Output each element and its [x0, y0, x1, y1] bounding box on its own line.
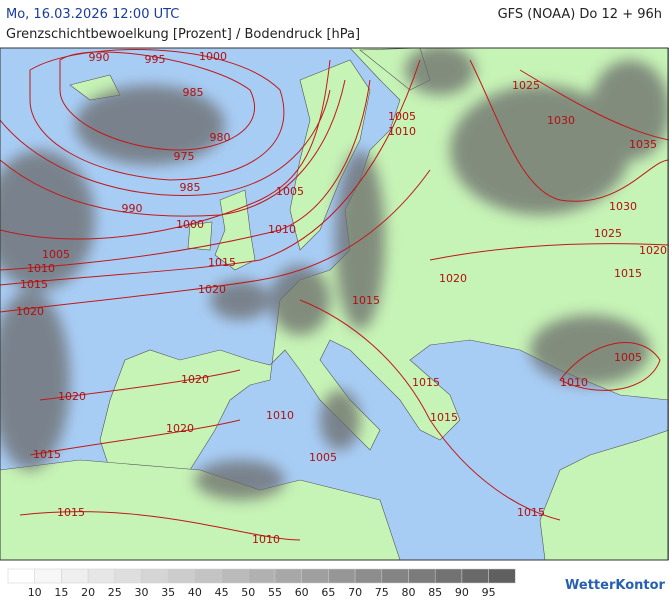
isobar-label: 1015 [57, 506, 85, 519]
legend-label: 70 [348, 586, 362, 599]
legend-label: 85 [428, 586, 442, 599]
legend-swatch [328, 568, 356, 584]
isobar-label: 1015 [208, 256, 236, 269]
legend-swatch [488, 568, 516, 584]
legend-label: 90 [455, 586, 469, 599]
isobar-label: 1035 [629, 138, 657, 151]
legend-label: 60 [295, 586, 309, 599]
legend-label: 65 [321, 586, 335, 599]
legend-swatch [461, 568, 489, 584]
isobar-label: 1015 [430, 411, 458, 424]
isobar-label: 1005 [309, 451, 337, 464]
isobar-label: 1020 [16, 305, 44, 318]
isobar-label: 1020 [639, 244, 667, 257]
isobar-label: 1005 [42, 248, 70, 261]
isobar-label: 990 [89, 51, 110, 64]
isobar-label: 1025 [512, 79, 540, 92]
isobar-label: 975 [174, 150, 195, 163]
isobar-label: 985 [180, 181, 201, 194]
model-run: GFS (NOAA) Do 12 + 96h [498, 7, 662, 22]
map-title: Grenzschichtbewoelkung [Prozent] / Boden… [6, 27, 360, 42]
brand-logo: WetterKontor [565, 578, 666, 593]
isobar-label: 985 [183, 86, 204, 99]
legend-label: 10 [28, 586, 42, 599]
legend-swatch [87, 568, 116, 584]
legend-swatch [114, 568, 142, 584]
isobar-label: 990 [122, 202, 143, 215]
legend-label: 25 [108, 586, 122, 599]
legend: 10 15 20 25 30 35 40 45 50 55 60 65 70 75 80 85 90 95 [7, 568, 516, 599]
isobar-label: 1000 [199, 50, 227, 63]
legend-swatch [408, 568, 436, 584]
isobar-label: 1020 [166, 422, 194, 435]
legend-swatch [248, 568, 276, 584]
isobar-label: 980 [210, 131, 231, 144]
legend-swatch [354, 568, 383, 584]
isobar-label: 1020 [58, 390, 86, 403]
legend-swatch [61, 568, 89, 584]
cloud-cover [0, 48, 669, 500]
legend-swatch [167, 568, 196, 584]
isobar-label: 1010 [268, 223, 296, 236]
isobar-label: 1005 [388, 110, 416, 123]
legend-swatch [34, 568, 62, 584]
isobar-label: 1020 [439, 272, 467, 285]
legend-label: 20 [81, 586, 95, 599]
legend-label: 55 [268, 586, 282, 599]
isobars [0, 49, 669, 541]
legend-label: 35 [161, 586, 175, 599]
isobar-label: 1010 [27, 262, 55, 275]
isobar-label: 1010 [266, 409, 294, 422]
legend-swatch [381, 568, 409, 584]
legend-swatch [194, 568, 222, 584]
legend-swatch [141, 568, 169, 584]
legend-swatch [221, 568, 249, 584]
isobar-label: 1015 [352, 294, 380, 307]
isobar-label: 1015 [20, 278, 48, 291]
isobar-label: 1025 [594, 227, 622, 240]
isobar-label: 1030 [609, 200, 637, 213]
isobar-label: 1005 [276, 185, 304, 198]
isobar-label: 1000 [176, 218, 204, 231]
legend-swatch [7, 568, 35, 584]
datetime: Mo, 16.03.2026 12:00 UTC [6, 7, 179, 22]
legend-swatch [434, 568, 463, 584]
legend-swatch [301, 568, 329, 584]
isobar-label: 1015 [614, 267, 642, 280]
map-frame [0, 47, 669, 561]
map: 990 995 1000985980975985990100010051010101… [0, 48, 669, 560]
legend-label: 50 [241, 586, 255, 599]
legend-label: 75 [375, 586, 389, 599]
isobar-label: 1005 [614, 351, 642, 364]
isobar-label: 1015 [517, 506, 545, 519]
legend-label: 45 [215, 586, 229, 599]
legend-label: 40 [188, 586, 202, 599]
legend-label: 15 [54, 586, 68, 599]
legend-label: 80 [402, 586, 416, 599]
legend-swatch [274, 568, 302, 584]
legend-label: 95 [482, 586, 496, 599]
isobar-label: 1010 [252, 533, 280, 546]
isobar-label: 1030 [547, 114, 575, 127]
isobar-label: 1020 [181, 373, 209, 386]
isobar-label: 1020 [198, 283, 226, 296]
isobar-label: 1010 [560, 376, 588, 389]
legend-label: 30 [135, 586, 149, 599]
isobar-label: 1015 [33, 448, 61, 461]
isobar-label: 995 [145, 53, 166, 66]
isobar-label: 1010 [388, 125, 416, 138]
isobar-label: 1015 [412, 376, 440, 389]
